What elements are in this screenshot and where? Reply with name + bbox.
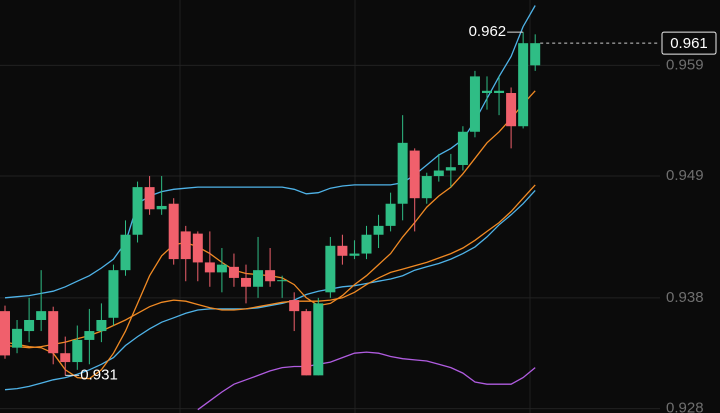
candle-body bbox=[325, 245, 336, 293]
indicator-line bbox=[4, 189, 536, 391]
candle-body bbox=[337, 245, 348, 256]
candle-body bbox=[0, 311, 10, 356]
y-tick-label: 0.959 bbox=[666, 56, 704, 73]
candle-body bbox=[385, 203, 396, 226]
candle-body bbox=[180, 231, 191, 260]
y-tick-label: 0.949 bbox=[666, 167, 704, 184]
candle-body bbox=[289, 300, 300, 312]
candle-body bbox=[36, 311, 47, 320]
candle-body bbox=[373, 225, 384, 235]
candle-body bbox=[144, 187, 155, 210]
candle-body bbox=[216, 264, 227, 273]
candle-body bbox=[409, 150, 420, 199]
candle-body bbox=[277, 280, 288, 282]
candle-body bbox=[132, 187, 143, 235]
candle-body bbox=[397, 142, 408, 204]
candle-body bbox=[518, 43, 529, 127]
candle-body bbox=[349, 253, 360, 256]
candle-body bbox=[72, 339, 83, 363]
candle-body bbox=[445, 167, 456, 171]
candle-body bbox=[156, 205, 167, 210]
candle-body bbox=[60, 353, 71, 363]
candle-body bbox=[253, 270, 264, 287]
candle-body bbox=[433, 170, 444, 177]
min-label: 0.931 bbox=[80, 366, 118, 383]
last-price-box bbox=[661, 31, 717, 55]
candle-body bbox=[482, 90, 492, 94]
max-label: 0.962 bbox=[469, 23, 507, 40]
candle-body bbox=[84, 331, 95, 340]
last-price-label: 0.961 bbox=[670, 35, 708, 52]
candle-body bbox=[24, 319, 35, 332]
candle-body bbox=[12, 328, 23, 348]
candle-body bbox=[204, 262, 215, 273]
candle-body bbox=[313, 303, 324, 376]
candle-body bbox=[469, 76, 480, 132]
candle-body bbox=[265, 270, 276, 282]
indicator-line bbox=[4, 5, 536, 299]
candle-body bbox=[457, 131, 468, 165]
candle-body bbox=[361, 234, 372, 254]
candle-body bbox=[530, 43, 541, 66]
candle-body bbox=[241, 277, 251, 287]
candle-body bbox=[168, 203, 179, 260]
y-tick-label: 0.928 bbox=[666, 400, 704, 413]
candle-body bbox=[228, 266, 239, 278]
candle-body bbox=[108, 270, 119, 318]
candle-body bbox=[301, 311, 312, 376]
candle-body bbox=[192, 233, 203, 263]
candle-body bbox=[120, 234, 131, 271]
indicator-line bbox=[197, 351, 536, 411]
candle-body bbox=[96, 319, 107, 332]
y-tick-label: 0.938 bbox=[666, 289, 704, 306]
candle-body bbox=[48, 311, 59, 354]
candle-body bbox=[421, 176, 432, 199]
candle-body bbox=[506, 93, 517, 127]
candle-body bbox=[494, 90, 505, 94]
